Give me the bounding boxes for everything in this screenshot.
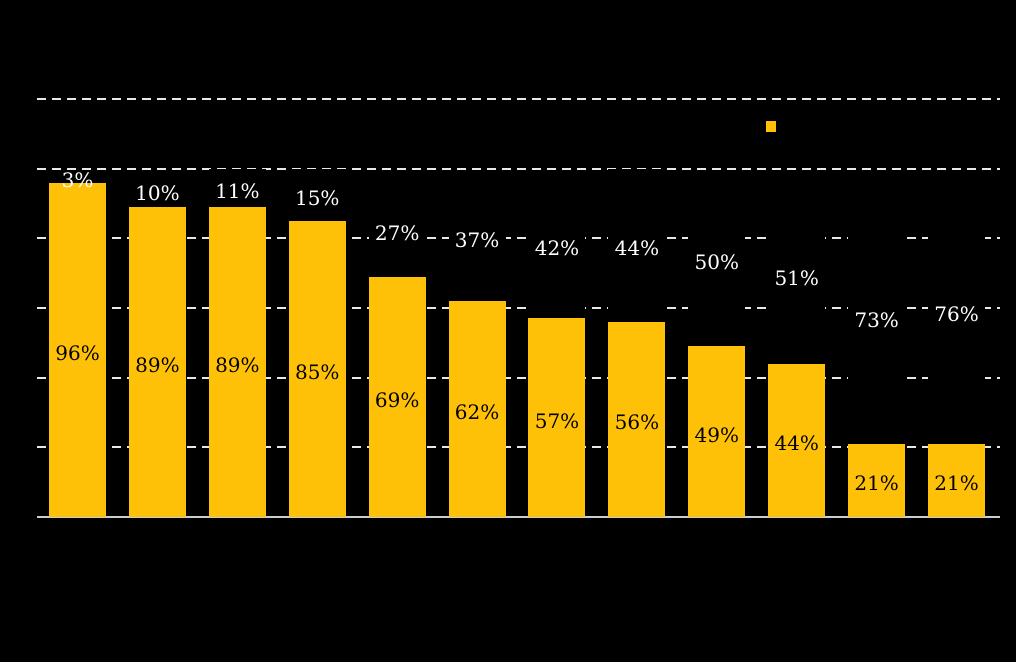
bar-value-label-outside: 3% [61,168,94,193]
bar-value-label-outside: 37% [454,227,500,252]
bar-value-label-outside: 27% [374,220,420,245]
bar-segment-yellow: 49% [688,346,746,517]
bar-value-label-inside: 57% [534,408,580,433]
y-gridline-100 [37,167,1000,170]
bar-value-label-outside: 15% [294,185,340,210]
y-gridline-120 [37,98,1000,100]
bar-segment-black-hidden: 3% [49,168,106,192]
bar-segment-black-hidden: 27% [368,182,426,277]
bar-segment-black-hidden: 76% [927,179,985,444]
bar-segment-black-hidden: 11% [208,168,266,207]
bar-value-label-inside: 49% [694,422,739,447]
bar-segment-yellow: 85% [288,220,346,517]
bar-value-label-inside: 56% [614,410,660,435]
bar-value-label-inside: 21% [854,471,899,496]
bar-segment-yellow: 21% [927,443,985,517]
bar-value-label-outside: 50% [694,250,739,275]
bar-segment-yellow: 69% [368,276,426,517]
bar-segment-black-hidden: 73% [848,189,906,444]
bar-segment-black-hidden: 15% [288,168,346,221]
bar-value-label-inside: 89% [215,352,260,377]
bar-value-label-outside: 76% [934,302,979,327]
x-axis-line [37,516,1000,518]
bar-segment-yellow: 21% [848,443,906,517]
bar-segment-yellow: 89% [208,206,266,517]
bar-value-label-inside: 69% [374,387,420,412]
bar-segment-black-hidden: 44% [608,168,666,322]
bar-value-label-inside: 21% [934,471,979,496]
bar-value-label-inside: 85% [294,359,340,384]
bar-segment-yellow: 56% [608,321,666,517]
bar-segment-yellow: 44% [768,363,826,517]
bar-segment-black-hidden: 51% [768,186,826,364]
bar-value-label-outside: 44% [614,236,660,261]
bar-value-label-outside: 11% [215,178,260,203]
bar-segment-yellow: 62% [448,301,506,517]
bar-segment-black-hidden: 10% [128,172,186,207]
bar-value-label-outside: 73% [854,307,899,332]
bar-segment-yellow: 96% [49,182,106,517]
bar-segment-black-hidden: 37% [448,172,506,302]
bar-value-label-inside: 62% [454,400,500,424]
bar-value-label-outside: 10% [135,180,180,205]
bar-segment-black-hidden: 42% [528,172,586,319]
bar-value-label-inside: 44% [774,431,819,456]
legend-swatch-yellow [766,121,776,132]
bar-value-label-outside: 51% [774,265,819,290]
bar-segment-yellow: 89% [128,206,186,517]
bar-segment-yellow: 57% [528,318,586,517]
bar-value-label-inside: 89% [135,352,180,377]
bar-segment-black-hidden: 50% [688,172,746,347]
bar-value-label-inside: 96% [55,340,100,365]
bar-value-label-outside: 42% [534,236,580,261]
